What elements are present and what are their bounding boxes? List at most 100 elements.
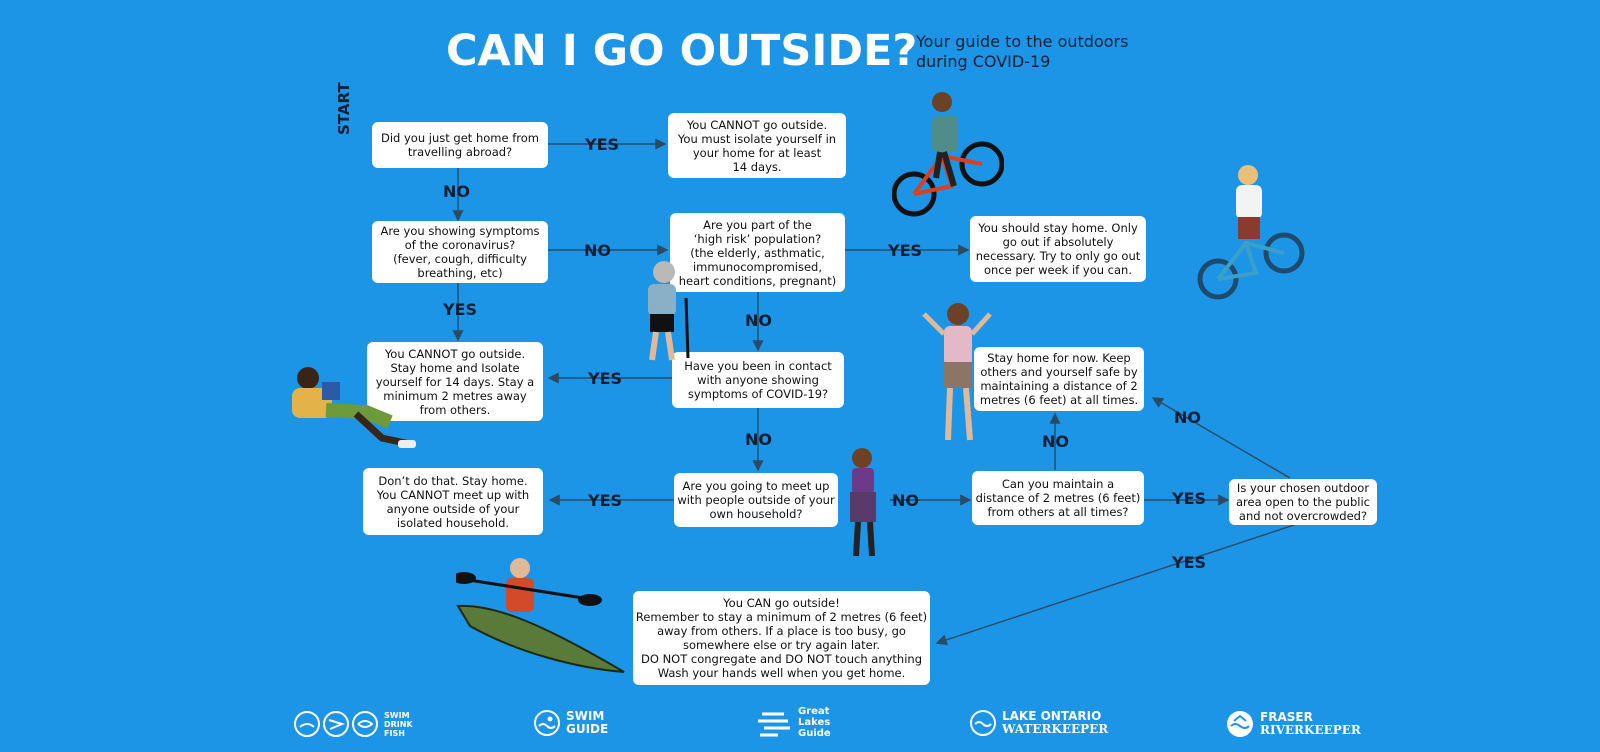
question-area-open: Is your chosen outdoor area open to the … (1229, 479, 1377, 525)
logo-lake-ontario-waterkeeper: LAKE ONTARIO WATERKEEPER (970, 710, 1108, 736)
box-line: Are you part of the (703, 217, 812, 232)
elderly-person-illustration (648, 261, 690, 361)
box-line: isolated household. (396, 515, 510, 530)
question-symptoms: Are you showing symptoms of the coronavi… (372, 221, 548, 283)
box-line: Is your chosen outdoor (1236, 481, 1370, 495)
poster-title: CAN I GO OUTSIDE? (446, 26, 918, 76)
box-line: away from others. If a place is too busy… (657, 624, 906, 638)
logo-line: FRASER (1260, 710, 1313, 724)
answer-stay-home-once-week: You should stay home. Only go out if abs… (970, 216, 1146, 282)
logo-line: GUIDE (566, 722, 609, 736)
box-line: with people outside of your (677, 493, 835, 507)
cyclist-illustration (892, 92, 1004, 217)
question-travel: Did you just get home from travelling ab… (372, 122, 548, 168)
logo-swim-drink-fish: SWIM DRINK FISH (294, 710, 413, 738)
box-line: with anyone showing (697, 373, 819, 387)
logo-line: Great (798, 706, 830, 717)
box-line: area open to the public (1236, 495, 1370, 509)
box-line: You should stay home. Only (978, 221, 1138, 235)
box-line: from others. (419, 402, 491, 417)
box-line: Can you maintain a (1001, 477, 1115, 491)
box-line: from others at all times? (987, 505, 1129, 519)
box-line: travelling abroad? (407, 145, 513, 159)
box-line: yourself for 14 days. Stay a (375, 374, 535, 389)
box-line: Stay home for now. Keep (987, 351, 1131, 365)
box-line: DO NOT congregate and DO NOT touch anyth… (641, 652, 922, 666)
answer-can-go-outside: You CAN go outside! Remember to stay a m… (633, 591, 930, 685)
label-yes: YES (888, 241, 923, 260)
box-line: of the coronavirus? (404, 238, 516, 252)
box-line: 14 days. (732, 159, 782, 174)
logo-line: Lakes (798, 717, 831, 728)
label-yes: YES (1172, 553, 1207, 572)
logo-text: SWIM GUIDE (566, 710, 608, 736)
box-line: anyone outside of your (386, 501, 520, 516)
box-line: Did you just get home from (381, 131, 539, 145)
arrow-area-yes (935, 522, 1301, 646)
box-line: go out if absolutely (1002, 235, 1114, 249)
logo-line: Guide (798, 728, 831, 739)
reading-person-illustration (292, 367, 416, 448)
logo-swim-guide: SWIM GUIDE (534, 710, 608, 736)
box-line: You CAN go outside! (723, 596, 840, 610)
label-no: NO (1174, 408, 1201, 427)
swimmer-icon (534, 710, 560, 736)
label-yes: YES (443, 300, 478, 319)
box-line: You CANNOT meet up with (376, 487, 530, 502)
start-label: START (335, 82, 353, 135)
box-line: Are you showing symptoms (380, 224, 540, 238)
box-line: Don’t do that. Stay home. (378, 473, 528, 488)
answer-isolate-14-days: You CANNOT go outside. You must isolate … (668, 113, 846, 178)
label-yes: YES (588, 369, 623, 388)
box-line: your home for at least (692, 145, 822, 160)
box-line: own household? (709, 507, 803, 521)
box-line: Stay home and Isolate (390, 360, 520, 375)
box-line: immunocompromised, (692, 259, 822, 274)
cyclist-illustration (1197, 165, 1305, 300)
runner-illustration (850, 448, 876, 557)
answer-dont-meet: Don’t do that. Stay home. You CANNOT mee… (363, 468, 543, 535)
box-line: once per week if you can. (983, 263, 1132, 277)
box-line: metres (6 feet) at all times. (979, 393, 1139, 407)
box-line: heart conditions, pregnant) (678, 273, 837, 288)
logo-line: LAKE ONTARIO (1002, 709, 1102, 723)
question-contact: Have you been in contact with anyone sho… (672, 352, 844, 408)
waves-icon (758, 712, 790, 736)
logo-text: LAKE ONTARIO WATERKEEPER (1002, 710, 1108, 736)
label-no: NO (745, 430, 772, 449)
box-line: ‘high risk’ population? (693, 231, 822, 246)
box-line: Are you going to meet up (682, 479, 830, 493)
box-line: minimum 2 metres away (383, 388, 527, 403)
subtitle-line: Your guide to the outdoors (916, 32, 1129, 51)
box-line: (fever, cough, difficulty (393, 252, 527, 266)
logo-line: FISH (384, 728, 405, 738)
riverkeeper-icon (1227, 711, 1253, 737)
question-meetup: Are you going to meet up with people out… (674, 473, 838, 527)
box-line: others and yourself safe by (980, 365, 1138, 379)
question-distance: Can you maintain a distance of 2 metres … (972, 471, 1144, 525)
box-line: (the elderly, asthmatic, (690, 245, 825, 260)
label-no: NO (1042, 432, 1069, 451)
box-line: and not overcrowded? (1238, 509, 1368, 523)
poster-subtitle: Your guide to the outdoors during COVID-… (916, 32, 1156, 72)
logo-line: RIVERKEEPER (1260, 723, 1361, 737)
box-line: symptoms of COVID-19? (687, 387, 829, 401)
label-no: NO (584, 241, 611, 260)
label-yes: YES (588, 491, 623, 510)
logo-line: SWIM (384, 710, 410, 720)
kayaker-illustration (456, 558, 625, 673)
logo-text: Great Lakes Guide (798, 706, 831, 739)
box-line: Have you been in contact (684, 359, 832, 373)
swim-drink-fish-icon (294, 711, 378, 737)
box-line: Wash your hands well when you get home. (657, 666, 906, 680)
logo-text: FRASER RIVERKEEPER (1260, 711, 1361, 737)
box-line: somewhere else or try again later. (682, 638, 881, 652)
label-yes: YES (585, 135, 620, 154)
box-line: breathing, etc) (417, 266, 503, 280)
question-high-risk: Are you part of the ‘high risk’ populati… (670, 213, 845, 292)
box-line: You CANNOT go outside. (384, 346, 526, 361)
arrow-area-no (1151, 397, 1291, 479)
answer-stay-home-for-now: Stay home for now. Keep others and yours… (974, 347, 1144, 411)
label-no: NO (443, 182, 470, 201)
